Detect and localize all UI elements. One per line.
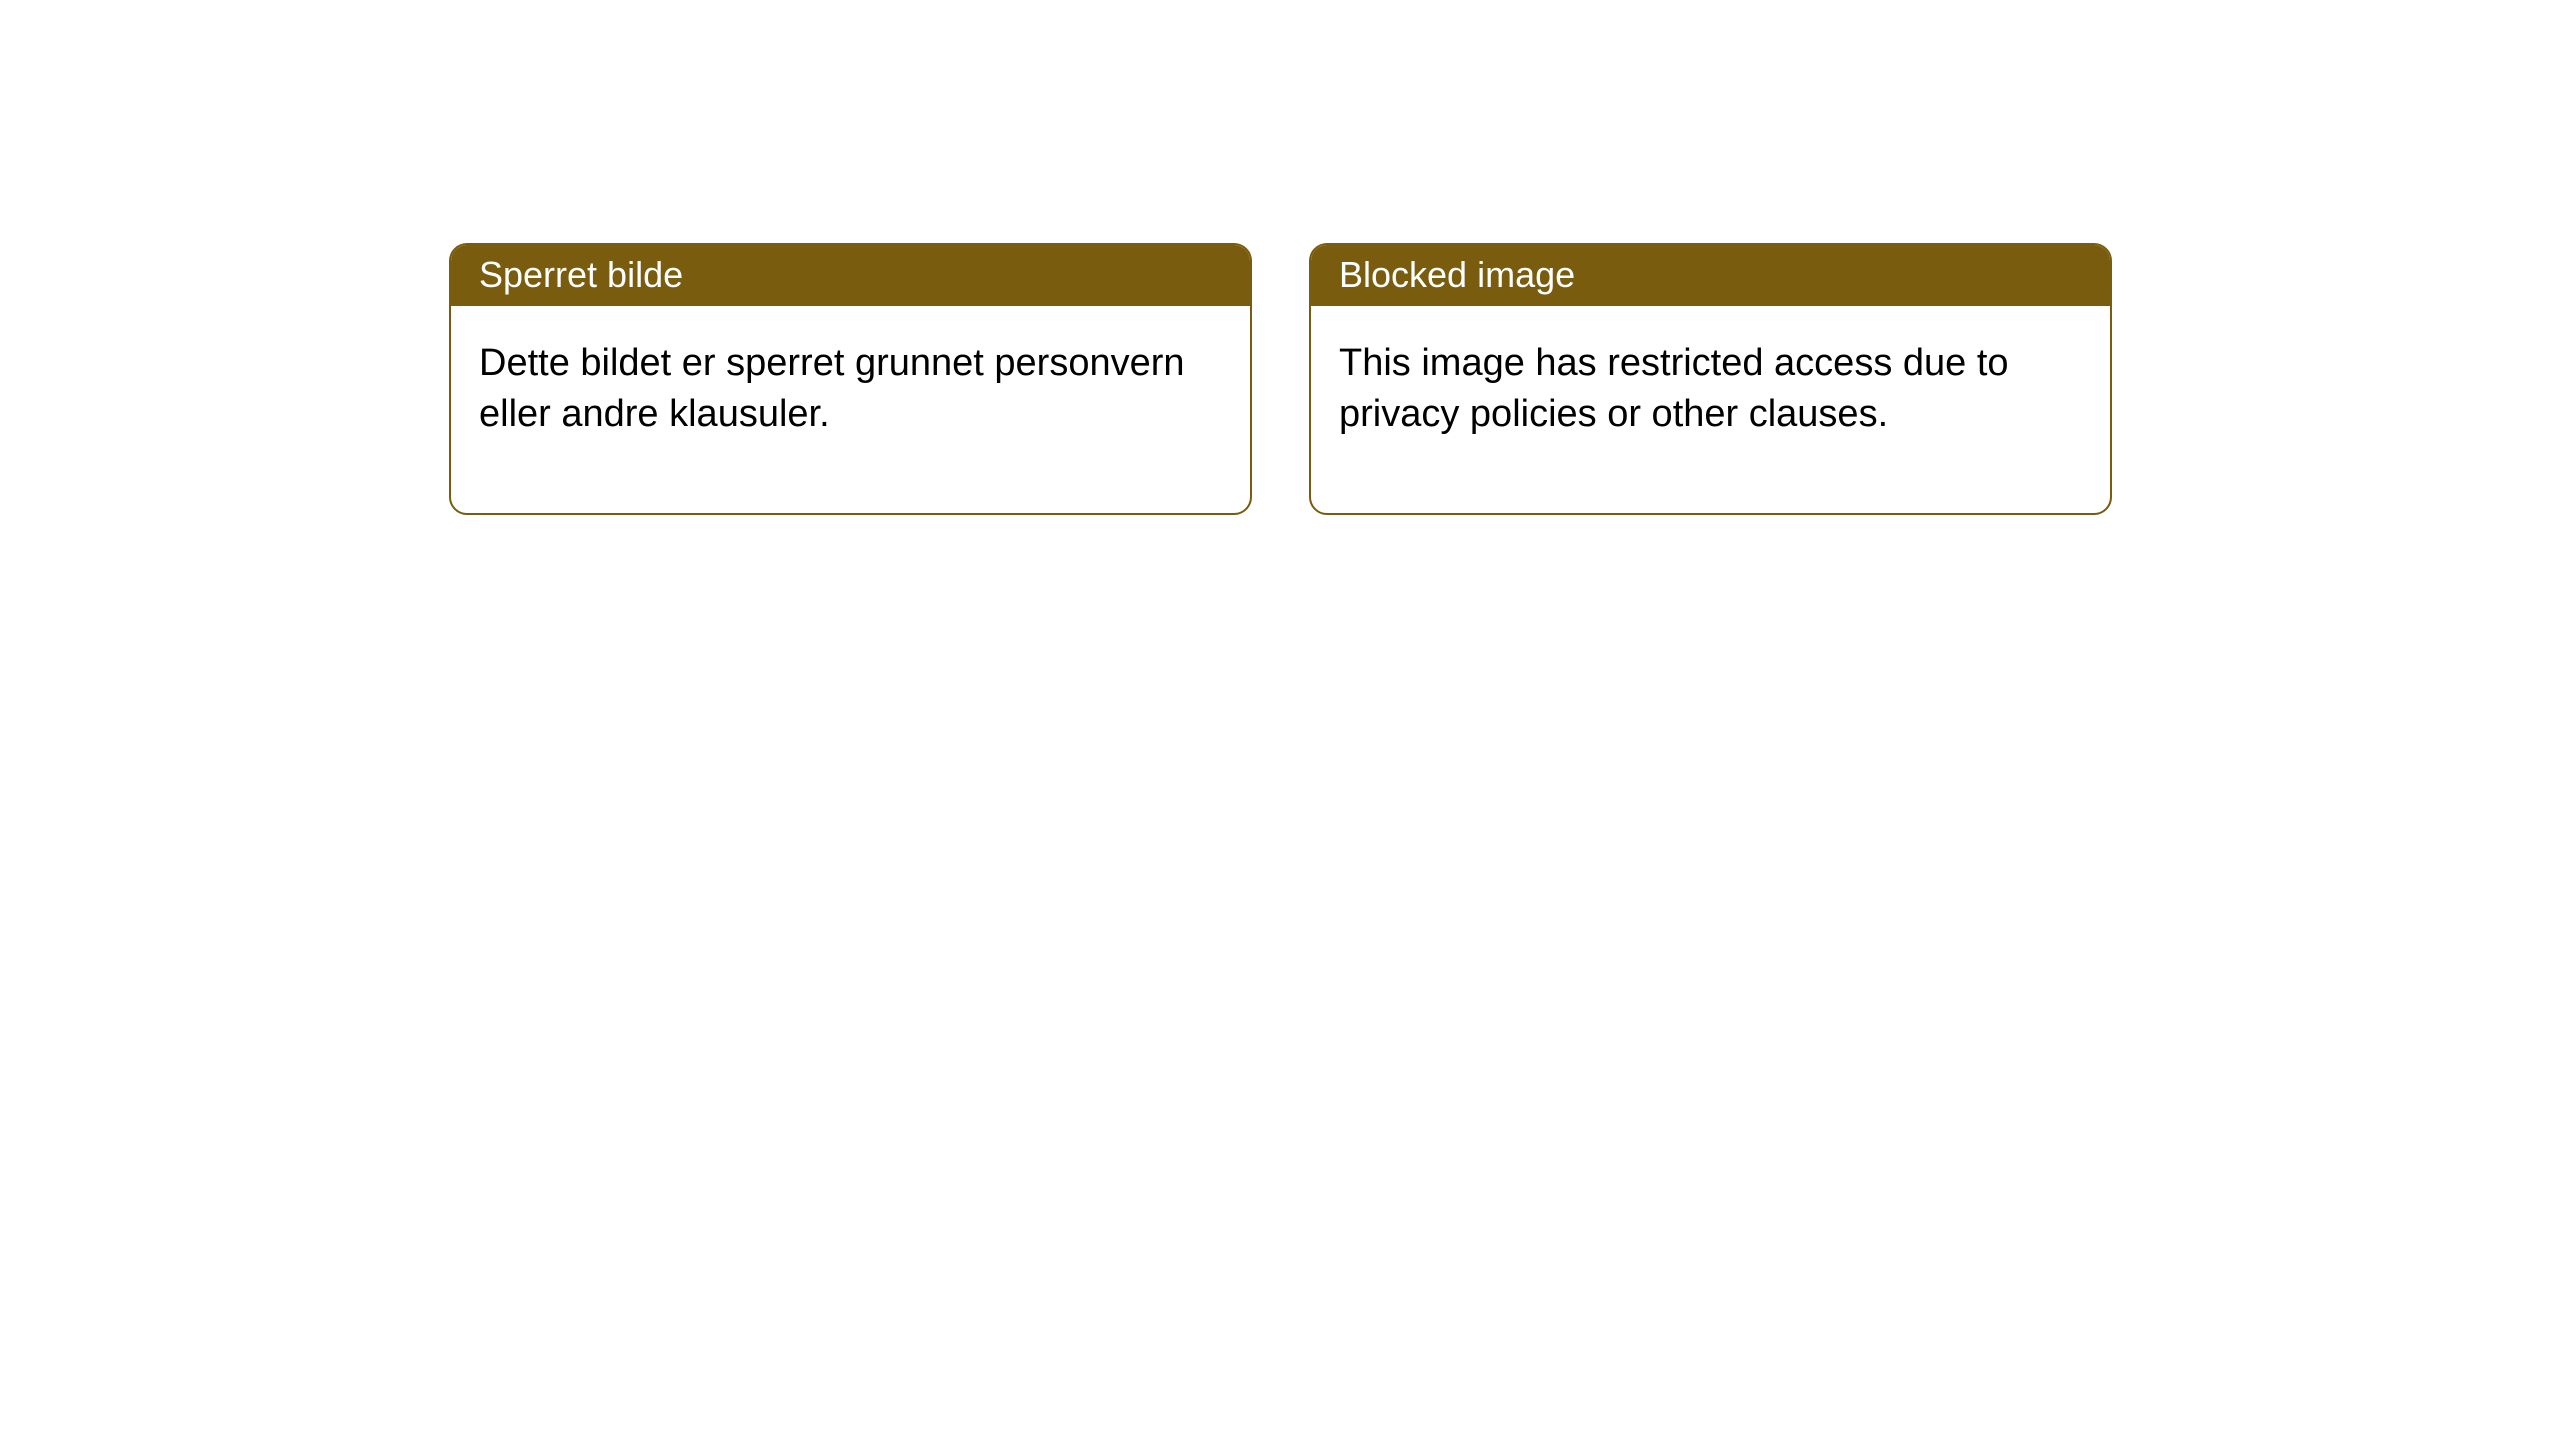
notice-title-no: Sperret bilde: [451, 245, 1250, 306]
notice-title-en: Blocked image: [1311, 245, 2110, 306]
notice-message-en: This image has restricted access due to …: [1311, 306, 2110, 513]
notice-container: Sperret bilde Dette bildet er sperret gr…: [449, 243, 2112, 515]
notice-message-no: Dette bildet er sperret grunnet personve…: [451, 306, 1250, 513]
notice-box-en: Blocked image This image has restricted …: [1309, 243, 2112, 515]
notice-box-no: Sperret bilde Dette bildet er sperret gr…: [449, 243, 1252, 515]
